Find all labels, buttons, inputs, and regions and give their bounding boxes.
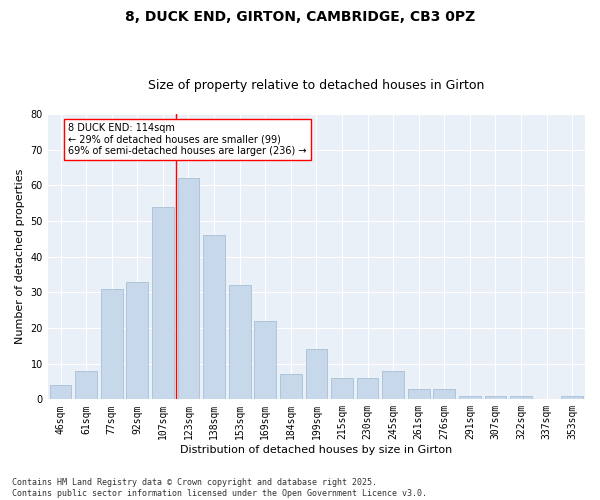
Bar <box>280 374 302 400</box>
Bar <box>331 378 353 400</box>
Bar <box>152 206 174 400</box>
Bar <box>254 321 276 400</box>
Bar <box>75 371 97 400</box>
Text: 8 DUCK END: 114sqm
← 29% of detached houses are smaller (99)
69% of semi-detache: 8 DUCK END: 114sqm ← 29% of detached hou… <box>68 123 307 156</box>
Bar <box>510 396 532 400</box>
Y-axis label: Number of detached properties: Number of detached properties <box>15 169 25 344</box>
Bar <box>485 396 506 400</box>
Bar <box>382 371 404 400</box>
Bar <box>433 388 455 400</box>
Bar <box>562 396 583 400</box>
Bar <box>178 178 199 400</box>
Bar <box>203 236 225 400</box>
Bar <box>127 282 148 400</box>
Text: Contains HM Land Registry data © Crown copyright and database right 2025.
Contai: Contains HM Land Registry data © Crown c… <box>12 478 427 498</box>
Text: 8, DUCK END, GIRTON, CAMBRIDGE, CB3 0PZ: 8, DUCK END, GIRTON, CAMBRIDGE, CB3 0PZ <box>125 10 475 24</box>
Bar <box>356 378 379 400</box>
Bar <box>459 396 481 400</box>
Bar <box>408 388 430 400</box>
Bar <box>305 350 327 400</box>
Title: Size of property relative to detached houses in Girton: Size of property relative to detached ho… <box>148 79 485 92</box>
Bar <box>229 285 251 400</box>
Bar <box>50 385 71 400</box>
Bar <box>101 289 122 400</box>
X-axis label: Distribution of detached houses by size in Girton: Distribution of detached houses by size … <box>180 445 452 455</box>
